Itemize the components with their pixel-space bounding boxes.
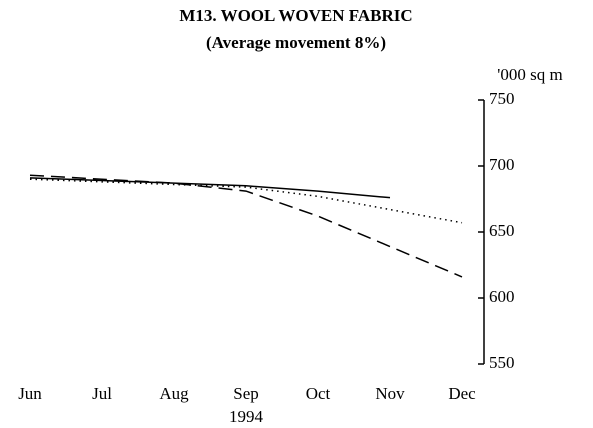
x-tick-label: Oct: [306, 384, 331, 403]
series-line: [29, 177, 391, 199]
y-axis-label: '000 sq m: [497, 65, 562, 84]
series-line: [29, 178, 463, 224]
chart-title: M13. WOOL WOVEN FABRIC: [179, 6, 412, 25]
series-line: [29, 174, 463, 278]
chart-subtitle: (Average movement 8%): [206, 33, 386, 52]
x-tick-label: Dec: [448, 384, 476, 403]
y-tick-label: 600: [489, 287, 515, 306]
x-tick-label: Aug: [159, 384, 189, 403]
x-tick-label: Jun: [18, 384, 42, 403]
y-tick-label: 700: [489, 155, 515, 174]
y-tick-label: 750: [489, 89, 515, 108]
x-tick-label: Sep: [233, 384, 259, 403]
x-tick-label: Jul: [92, 384, 112, 403]
y-tick-label: 550: [489, 353, 515, 372]
year-label: 1994: [229, 407, 264, 426]
y-tick-label: 650: [489, 221, 515, 240]
x-tick-label: Nov: [375, 384, 405, 403]
